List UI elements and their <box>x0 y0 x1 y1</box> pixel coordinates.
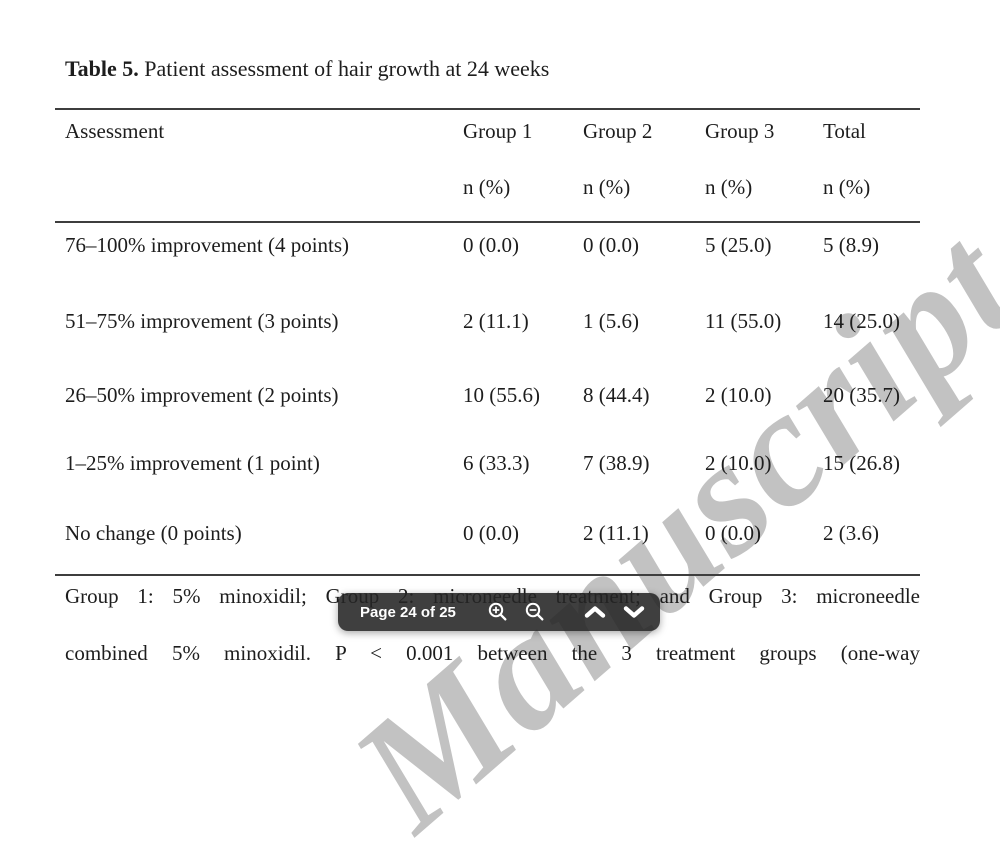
page-indicator: Page 24 of 25 <box>360 603 456 621</box>
cell-group2: 0 (0.0) <box>583 233 639 257</box>
next-page-button[interactable] <box>622 600 646 624</box>
table-rule-header <box>55 221 920 223</box>
subheader-group3: n (%) <box>705 175 753 199</box>
cell-group2: 2 (11.1) <box>583 521 649 545</box>
subheader-total: n (%) <box>823 175 871 199</box>
zoom-in-icon <box>487 601 509 623</box>
cell-group1: 6 (33.3) <box>463 451 530 475</box>
table-title-text: Patient assessment of hair growth at 24 … <box>144 56 550 81</box>
table-title-label: Table 5. <box>65 56 139 81</box>
cell-total: 15 (26.8) <box>823 451 900 475</box>
row-label: 76–100% improvement (4 points) <box>65 233 350 257</box>
cell-group1: 0 (0.0) <box>463 521 519 545</box>
previous-page-button[interactable] <box>583 600 607 624</box>
subheader-group2: n (%) <box>583 175 631 199</box>
cell-total: 14 (25.0) <box>823 309 900 333</box>
cell-group3: 11 (55.0) <box>705 309 782 333</box>
chevron-down-icon <box>623 605 645 619</box>
column-header-assessment: Assessment <box>65 119 165 143</box>
chevron-up-icon <box>584 605 606 619</box>
row-label: 51–75% improvement (3 points) <box>65 309 339 333</box>
table-footnote-line2: combined 5% minoxidil. P < 0.001 between… <box>65 641 920 665</box>
column-header-group1: Group 1 <box>463 119 533 143</box>
cell-total: 20 (35.7) <box>823 383 900 407</box>
column-header-total: Total <box>823 119 866 143</box>
cell-group3: 5 (25.0) <box>705 233 772 257</box>
cell-total: 5 (8.9) <box>823 233 879 257</box>
document-page: Table 5. Patient assessment of hair grow… <box>55 56 920 665</box>
column-header-group2: Group 2 <box>583 119 653 143</box>
cell-total: 2 (3.6) <box>823 521 879 545</box>
cell-group3: 2 (10.0) <box>705 383 772 407</box>
cell-group2: 8 (44.4) <box>583 383 650 407</box>
row-label: 26–50% improvement (2 points) <box>65 383 339 407</box>
cell-group1: 0 (0.0) <box>463 233 519 257</box>
cell-group2: 1 (5.6) <box>583 309 639 333</box>
page-toolbar: Page 24 of 25 <box>338 593 660 631</box>
table-title: Table 5. Patient assessment of hair grow… <box>65 56 549 82</box>
cell-group1: 2 (11.1) <box>463 309 529 333</box>
zoom-in-button[interactable] <box>486 600 510 624</box>
column-header-group3: Group 3 <box>705 119 775 143</box>
zoom-out-icon <box>524 601 546 623</box>
row-label: No change (0 points) <box>65 521 242 545</box>
row-label: 1–25% improvement (1 point) <box>65 451 320 475</box>
table-rule-bottom <box>55 574 920 576</box>
cell-group3: 2 (10.0) <box>705 451 772 475</box>
cell-group3: 0 (0.0) <box>705 521 761 545</box>
zoom-out-button[interactable] <box>523 600 547 624</box>
table-rule-top <box>55 108 920 110</box>
subheader-group1: n (%) <box>463 175 511 199</box>
cell-group2: 7 (38.9) <box>583 451 650 475</box>
cell-group1: 10 (55.6) <box>463 383 540 407</box>
